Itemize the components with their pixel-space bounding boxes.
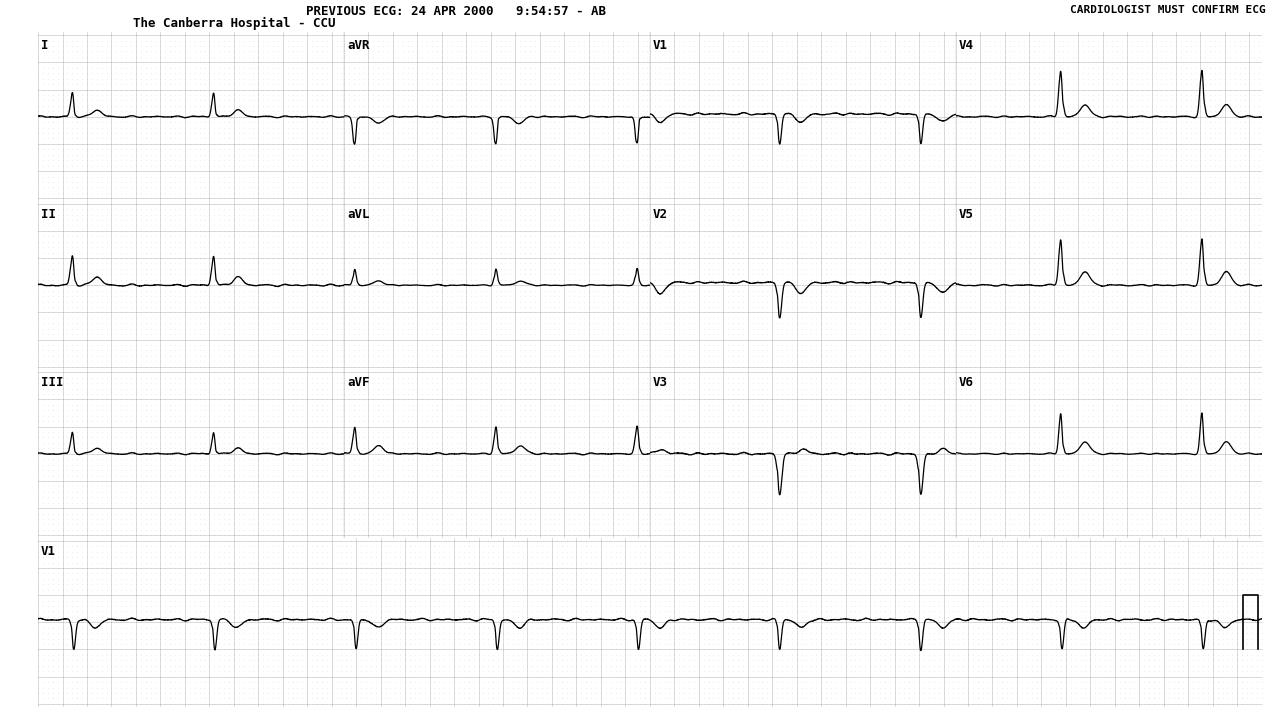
Text: aVL: aVL [347, 208, 369, 221]
Text: The Canberra Hospital - CCU: The Canberra Hospital - CCU [133, 17, 336, 30]
Text: V2: V2 [653, 208, 668, 221]
Text: V4: V4 [959, 39, 974, 52]
Text: aVR: aVR [347, 39, 369, 52]
Text: V1: V1 [41, 545, 56, 558]
Text: V3: V3 [653, 376, 668, 389]
Text: V5: V5 [959, 208, 974, 221]
Text: aVF: aVF [347, 376, 369, 389]
Text: PREVIOUS ECG: 24 APR 2000   9:54:57 - AB: PREVIOUS ECG: 24 APR 2000 9:54:57 - AB [307, 5, 606, 18]
Text: CARDIOLOGIST MUST CONFIRM ECG: CARDIOLOGIST MUST CONFIRM ECG [1070, 5, 1265, 15]
Text: V1: V1 [653, 39, 668, 52]
Text: III: III [41, 376, 63, 389]
Text: V6: V6 [959, 376, 974, 389]
Text: II: II [41, 208, 56, 221]
Text: I: I [41, 39, 48, 52]
